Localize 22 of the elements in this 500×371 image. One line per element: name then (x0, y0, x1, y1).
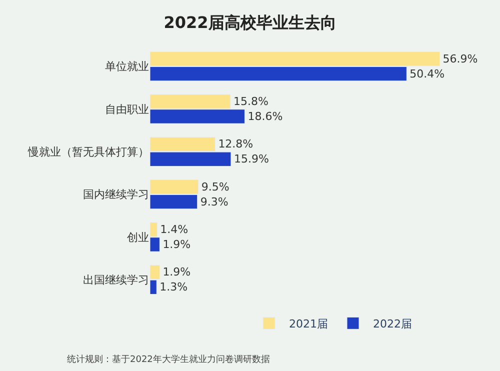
y-tick-label: 慢就业（暂无具体打算） (27, 146, 149, 159)
data-label: 9.3% (200, 195, 228, 208)
data-label: 56.9% (442, 52, 478, 66)
data-label: 50.4% (410, 67, 445, 80)
y-tick-label: 国内继续学习 (83, 188, 149, 202)
y-tick-label: 出国继续学习 (83, 274, 149, 287)
data-label: 1.4% (160, 223, 188, 236)
y-tick-label: 创业 (127, 230, 149, 244)
chart-title: 2022届高校毕业生去向 (164, 12, 336, 32)
data-label: 1.9% (162, 266, 191, 279)
data-label: 9.5% (201, 180, 230, 194)
legend-label: 2022届 (373, 317, 412, 330)
data-label: 18.6% (248, 110, 283, 123)
y-tick-label: 单位就业 (105, 60, 149, 74)
y-tick-label: 自由职业 (105, 102, 149, 116)
legend-label: 2021届 (289, 317, 328, 330)
data-label: 15.8% (233, 95, 268, 108)
data-label: 15.9% (234, 152, 269, 166)
data-label: 1.3% (160, 280, 188, 294)
data-label: 12.8% (218, 138, 254, 151)
text: 统计规则：基于2022年大学生就业力问卷调研数据 (67, 354, 270, 365)
data-label: 1.9% (162, 238, 191, 251)
